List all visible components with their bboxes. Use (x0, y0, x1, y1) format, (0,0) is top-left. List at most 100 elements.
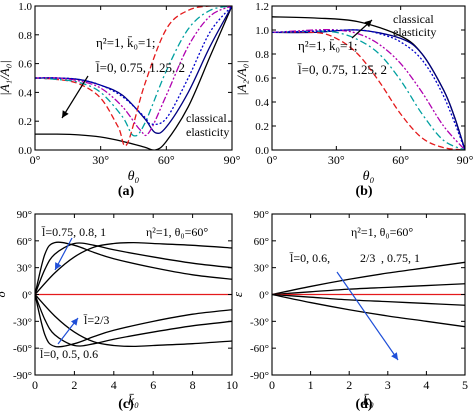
panel-label: (a) (118, 184, 135, 199)
chart-annotation: l̄=0, 0.5, 0.6 (39, 347, 98, 361)
y-tick-label: 0.6 (255, 73, 269, 85)
y-tick-label: 90° (17, 209, 32, 221)
x-tick-label: 10 (226, 378, 238, 392)
series-line (35, 241, 232, 295)
annotation-arrowhead (391, 352, 398, 360)
x-tick-label: 0 (32, 378, 38, 392)
y-tick-label: 0.8 (255, 49, 269, 61)
x-axis-title: θ₀ (363, 169, 375, 184)
series-group (35, 241, 232, 348)
x-tick-label: 60° (158, 153, 175, 167)
x-tick-label: 30° (92, 153, 109, 167)
panel-a: 0° 30° 60° 90° 0.0 0.2 0.4 0.6 0.8 1.0 θ₀ |A₁/A₀| (a… (0, 1, 241, 199)
series-line (272, 29, 465, 150)
y-tick-label: 90° (254, 209, 269, 221)
y-tick-label: -60° (250, 343, 269, 355)
x-tick-label: 30° (328, 153, 345, 167)
y-tick-label: 1.0 (255, 25, 269, 37)
x-tick-label: 8 (190, 378, 196, 392)
series-line (35, 294, 232, 348)
y-tick-label: -90° (13, 370, 32, 382)
series-line (272, 293, 465, 328)
x-tick-label: 0° (267, 153, 278, 167)
x-tick-label: 4 (423, 378, 429, 392)
y-tick-label: 0° (259, 290, 269, 302)
x-tick-label: 90° (224, 153, 241, 167)
chart-annotation: η²=1, k̄₀=1; (298, 38, 358, 53)
annotation-arrowhead (62, 110, 69, 118)
series-group (272, 261, 465, 328)
y-axis-title: ε (230, 291, 245, 297)
panel-label: (c) (118, 397, 134, 412)
chart-annotation: η²=1, θ₀=60° (351, 225, 413, 239)
chart-annotation: l̄=0, 0.75, 1.25, 2 (95, 60, 184, 75)
y-tick-label: 60° (17, 236, 32, 248)
y-tick-label: 0.0 (18, 145, 32, 157)
annotation-arrowhead (364, 20, 372, 28)
x-tick-label: 90° (457, 153, 474, 167)
y-tick-label: 0.2 (18, 116, 32, 128)
chart-annotation: , 0.75, 1 (381, 251, 420, 265)
y-axis-title: δ (0, 291, 8, 298)
y-tick-label: -30° (13, 316, 32, 328)
y-tick-label: 0.4 (18, 87, 32, 99)
annotation-arrow (61, 75, 89, 119)
x-tick-label: 2 (346, 378, 352, 392)
series-line (272, 30, 465, 150)
annotation-arrowhead (70, 318, 78, 326)
plot-frame (34, 5, 233, 151)
x-tick-label: 3 (385, 378, 391, 392)
x-tick-label: 4 (111, 378, 117, 392)
chart-annotation: l̄=0.75, 0.8, 1 (41, 225, 106, 239)
chart-annotation: η²=1, θ₀=60° (146, 225, 208, 239)
x-axis-title: k̄₀ (363, 393, 374, 409)
chart-annotation: l̄=0, 0.75, 1.25, 2 (297, 62, 386, 77)
y-tick-label: 1.2 (255, 1, 269, 13)
y-tick-label: 60° (254, 236, 269, 248)
annotation-arrow (336, 271, 399, 361)
series-line (35, 241, 232, 295)
y-tick-label: -60° (13, 343, 32, 355)
series-line (272, 261, 465, 296)
chart-annotation: classical (186, 111, 227, 125)
panel-label: (b) (355, 184, 372, 199)
y-tick-label: 0.8 (18, 30, 32, 42)
panel-label: (d) (355, 397, 372, 412)
series-line (35, 6, 232, 137)
y-tick-label: -30° (250, 316, 269, 328)
x-tick-label: 60° (392, 153, 409, 167)
chart-annotation: elasticity (393, 25, 436, 39)
x-tick-label: 0 (269, 378, 275, 392)
series-group (35, 6, 232, 150)
series-line (35, 6, 232, 137)
series-group (272, 16, 465, 150)
series-line (35, 6, 232, 147)
y-tick-label: 0.6 (18, 59, 32, 71)
series-line (35, 294, 232, 347)
y-tick-label: 30° (254, 263, 269, 275)
series-line (35, 6, 232, 150)
series-line (272, 283, 465, 296)
series-line (272, 293, 465, 306)
y-tick-label: 1.0 (18, 1, 32, 13)
x-tick-label: 0° (30, 153, 41, 167)
x-axis-title: k̄₀ (128, 393, 139, 409)
chart-annotation: l̄=2/3 (83, 313, 109, 327)
chart-annotation: 2/3 (360, 251, 375, 265)
x-tick-label: 1 (308, 378, 314, 392)
y-tick-label: 30° (17, 263, 32, 275)
panel-b: 0° 30° 60° 90° 0.0 0.2 0.4 0.6 0.8 1.0 1.2 θ₀ |A₂/A₀… (234, 1, 474, 199)
x-tick-label: 2 (71, 378, 77, 392)
annotation-arrowhead (55, 262, 62, 270)
chart-annotation: η²=1, k̄₀=1; (96, 35, 156, 50)
series-line (272, 31, 465, 150)
y-tick-label: 0.2 (255, 121, 269, 133)
y-tick-label: 0.4 (255, 97, 269, 109)
x-tick-label: 5 (462, 378, 468, 392)
panel-d: 0 1 2 3 4 5 -90° -60° -30° 0° 30° 60° 90° k̄₀ ε (d) η²=1… (230, 209, 468, 412)
y-axis-title: |A₁/A₀| (0, 60, 12, 96)
x-axis-title: θ₀ (128, 169, 140, 184)
y-tick-label: -90° (250, 370, 269, 382)
y-tick-label: 0° (22, 290, 32, 302)
